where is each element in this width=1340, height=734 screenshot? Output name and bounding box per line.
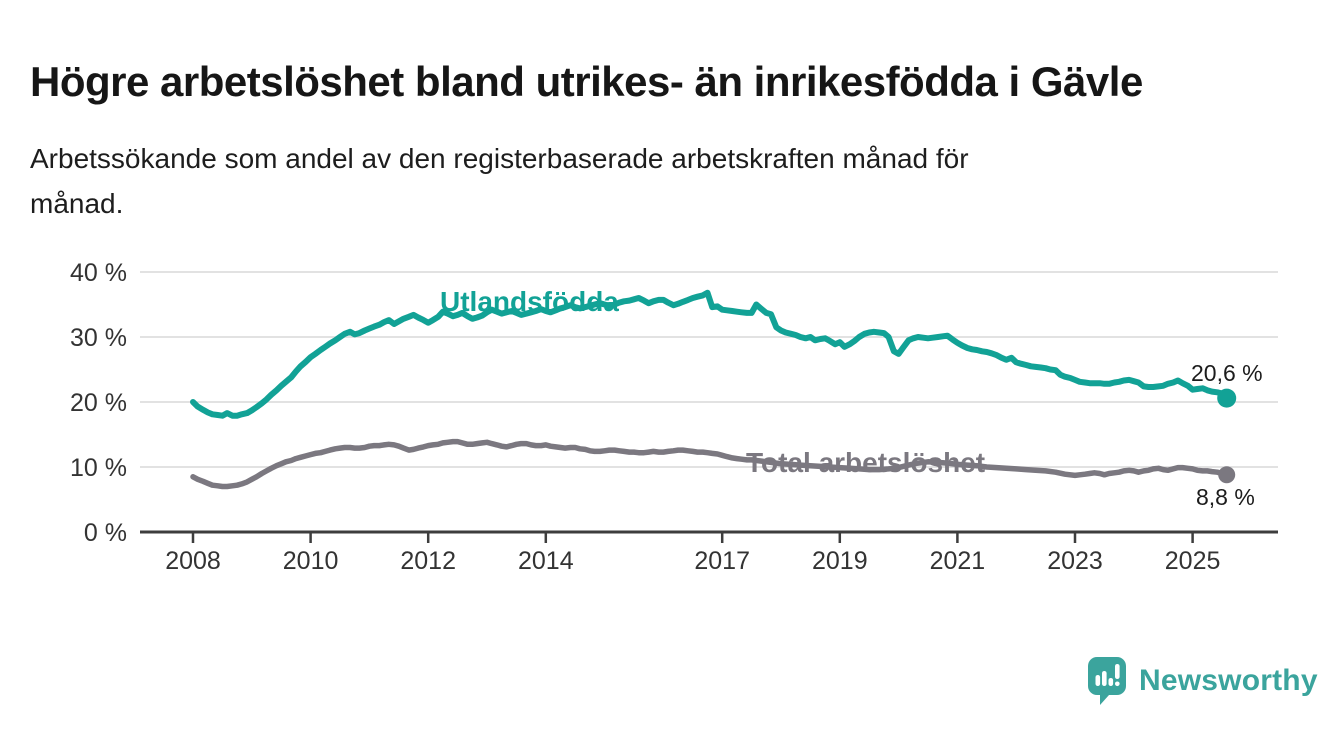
x-axis-tick-label: 2021 <box>930 547 986 575</box>
page-title: Högre arbetslöshet bland utrikes- än inr… <box>30 58 1143 106</box>
newsworthy-logo: Newsworthy <box>1087 656 1318 706</box>
bar-chart-speech-bubble-icon <box>1088 657 1126 705</box>
y-axis-tick-label: 20 % <box>70 389 127 417</box>
chart-subtitle-line2: månad. <box>30 188 124 219</box>
x-axis-tick-label: 2023 <box>1047 547 1103 575</box>
x-axis-tick-label: 2008 <box>165 547 221 575</box>
line-utlandsfodda <box>190 289 1230 419</box>
end-value-label-utlandsfodda: 20,6 % <box>1191 360 1263 386</box>
x-axis-tick-label: 2017 <box>694 547 750 575</box>
chart-subtitle: Arbetssökande som andel av den registerb… <box>30 136 1250 226</box>
end-dot-utlandsfodda <box>1217 388 1237 408</box>
chart-area: 0 % 10 % 20 % 30 % 40 % 2008 2010 2012 2014 2017 2… <box>0 240 1340 600</box>
y-axis-tick-label: 40 % <box>70 259 127 287</box>
end-dot-total <box>1218 466 1236 484</box>
y-axis-tick-label: 10 % <box>70 454 127 482</box>
line-chart: 0 % 10 % 20 % 30 % 40 % 2008 2010 2012 2014 2017 2… <box>70 259 1278 575</box>
x-axis-tick-label: 2019 <box>812 547 868 575</box>
series-label-utlandsfodda: Utlandsfödda <box>440 286 619 317</box>
y-axis-tick-label: 0 % <box>84 519 127 547</box>
x-axis-tick-label: 2010 <box>283 547 339 575</box>
chart-subtitle-line1: Arbetssökande som andel av den registerb… <box>30 143 969 174</box>
newsworthy-logo-text: Newsworthy <box>1139 664 1318 697</box>
x-axis-tick-label: 2014 <box>518 547 574 575</box>
x-axis-tick-label: 2012 <box>400 547 456 575</box>
end-value-label-total: 8,8 % <box>1196 484 1255 510</box>
y-axis-tick-label: 30 % <box>70 324 127 352</box>
series-label-total-arbetsloshet: Total arbetslöshet <box>746 447 986 478</box>
x-axis-tick-label: 2025 <box>1165 547 1221 575</box>
line-total-arbetsloshet <box>190 438 1230 490</box>
